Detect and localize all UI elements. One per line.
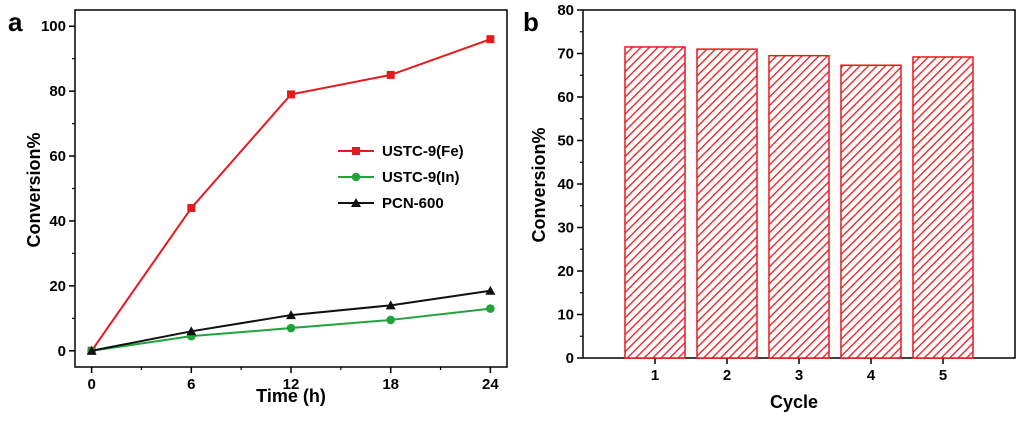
x-axis-b: 1 2 3 4 5 [651, 358, 947, 384]
y-axis-title-b: Conversion% [529, 127, 549, 242]
x-axis-a: 0 6 12 18 24 [87, 367, 499, 393]
data-point [486, 304, 495, 313]
data-point [286, 310, 296, 320]
y-tick-label-b: 40 [557, 176, 574, 193]
bar [696, 48, 758, 359]
y-axis-a: 0 20 40 60 80 100 [41, 18, 75, 360]
legend-item: USTC-9(Fe) [338, 143, 464, 160]
data-point [187, 203, 196, 212]
data-point [86, 345, 97, 355]
legend-item: PCN-600 [338, 195, 444, 212]
data-point [485, 285, 496, 295]
data-point [386, 315, 395, 325]
y-tick-label-a: 80 [49, 83, 66, 100]
bar [840, 64, 902, 359]
data-point [287, 90, 295, 99]
series-2 [86, 285, 496, 355]
y-axis-title-a: Conversion% [24, 132, 44, 247]
x-tick-label-b: 2 [723, 367, 731, 384]
legend-marker [352, 147, 360, 155]
data-point [486, 35, 495, 44]
y-tick-label-b: 50 [557, 133, 574, 150]
chart-b: b 1 2 3 4 5 0 10 20 30 40 50 60 70 80 Cycle Conversi… [523, 2, 1016, 412]
bar [912, 56, 974, 359]
x-axis-title-b: Cycle [770, 392, 818, 412]
y-tick-label-a: 40 [49, 213, 66, 230]
x-tick-label-b: 5 [939, 367, 947, 384]
panel-label-b: b [523, 7, 539, 37]
data-point [386, 70, 395, 79]
y-tick-label-b: 80 [557, 2, 574, 19]
bar [768, 54, 830, 359]
y-tick-label-a: 100 [41, 18, 66, 35]
x-axis-title-a: Time (h) [256, 386, 326, 406]
y-tick-label-b: 60 [557, 89, 574, 106]
x-tick-label-b: 3 [795, 367, 803, 384]
data-point [186, 326, 197, 336]
x-tick-label-b: 1 [651, 367, 659, 384]
legend-marker [351, 172, 361, 182]
y-axis-b: 0 10 20 30 40 50 60 70 80 [557, 2, 583, 367]
legend-item: USTC-9(In) [338, 169, 460, 186]
legend-label: USTC-9(Fe) [382, 143, 464, 160]
y-tick-label-a: 0 [58, 343, 66, 360]
legend-label: USTC-9(In) [382, 169, 460, 186]
panel-label-a: a [8, 7, 23, 37]
y-tick-label-b: 30 [557, 220, 574, 237]
y-tick-label-b: 10 [557, 307, 574, 324]
legend-marker [351, 198, 361, 207]
series-group-a [86, 35, 496, 356]
y-tick-label-a: 20 [49, 278, 66, 295]
legend-label: PCN-600 [382, 195, 444, 212]
chart-a: a 0 6 12 18 24 0 20 40 60 80 100 Time (h) Convers… [8, 7, 508, 406]
bars-b [624, 46, 974, 359]
y-tick-label-b: 20 [557, 263, 574, 280]
legend-a: USTC-9(Fe) USTC-9(In) PCN-600 [338, 143, 464, 212]
x-tick-label-b: 4 [867, 367, 876, 384]
data-point [385, 300, 396, 310]
y-tick-label-b: 0 [566, 350, 574, 367]
x-tick-label-a: 0 [87, 376, 95, 393]
x-tick-label-a: 6 [187, 376, 195, 393]
x-tick-label-a: 24 [482, 376, 499, 393]
x-tick-label-a: 12 [283, 376, 300, 393]
bar [624, 46, 686, 359]
data-point [286, 323, 296, 333]
y-tick-label-b: 70 [557, 46, 574, 63]
x-tick-label-a: 18 [382, 376, 399, 393]
y-tick-label-a: 60 [49, 148, 66, 165]
